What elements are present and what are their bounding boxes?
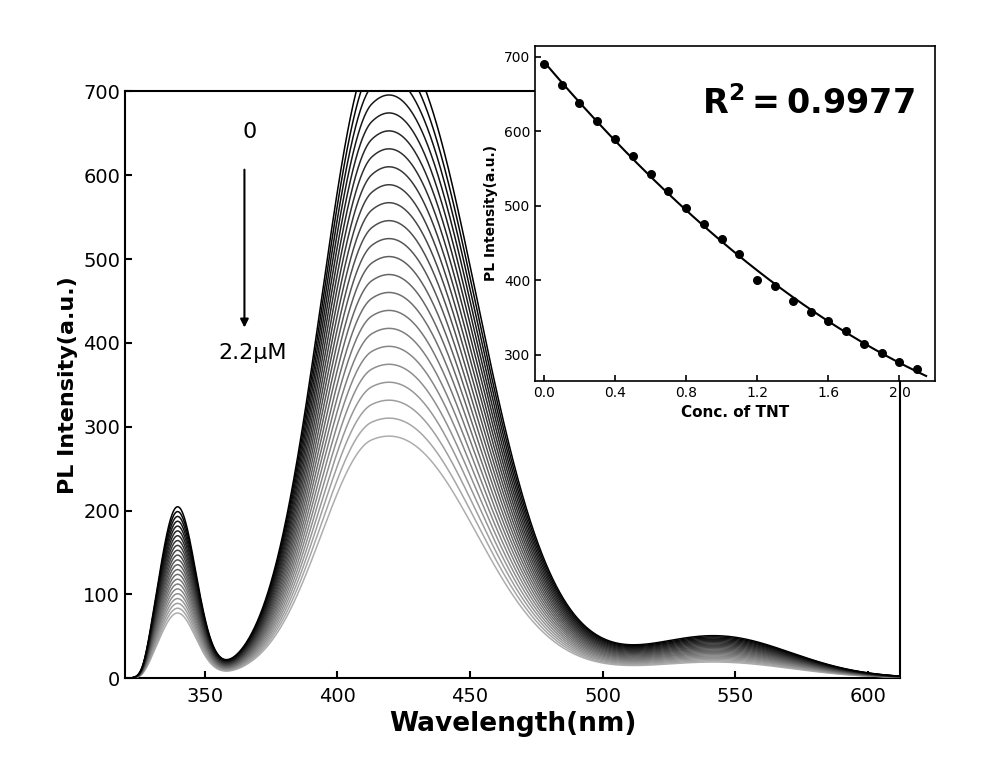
Point — [607, 133, 623, 145]
Point — [714, 233, 730, 245]
Point — [856, 338, 872, 350]
Point — [660, 185, 676, 197]
Point — [749, 274, 765, 287]
Point — [554, 79, 570, 91]
Point — [571, 97, 587, 109]
Point — [536, 58, 552, 70]
Y-axis label: PL Intensity(a.u.): PL Intensity(a.u.) — [484, 146, 498, 281]
Point — [820, 315, 836, 327]
Point — [696, 218, 712, 230]
X-axis label: Wavelength(nm): Wavelength(nm) — [389, 711, 636, 737]
Point — [909, 363, 925, 375]
Point — [643, 168, 659, 180]
Point — [874, 347, 890, 360]
Text: 0: 0 — [243, 122, 257, 142]
Point — [589, 115, 605, 127]
Point — [625, 150, 641, 162]
Point — [731, 248, 747, 260]
Point — [678, 202, 694, 214]
Point — [838, 325, 854, 337]
Y-axis label: PL Intensity(a.u.): PL Intensity(a.u.) — [58, 276, 78, 494]
Point — [785, 294, 801, 306]
Text: $\mathbf{R^2=0.9977}$: $\mathbf{R^2=0.9977}$ — [702, 86, 915, 120]
Point — [803, 306, 819, 319]
X-axis label: Conc. of TNT: Conc. of TNT — [681, 405, 789, 421]
Text: 2.2μM: 2.2μM — [218, 343, 286, 363]
Point — [891, 356, 907, 368]
Point — [767, 280, 783, 293]
